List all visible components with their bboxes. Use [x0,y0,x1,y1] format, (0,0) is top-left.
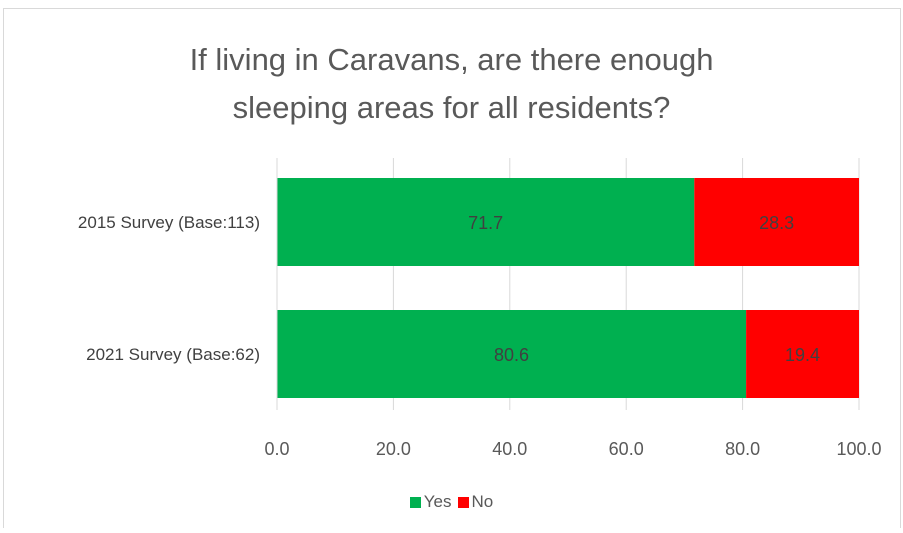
data-label: 28.3 [759,213,794,233]
data-label: 71.7 [468,213,503,233]
bar-no [694,178,859,266]
chart-frame [3,8,901,528]
legend-label: No [471,492,494,511]
chart-legend: Yes No [0,492,903,513]
chart-title: If living in Caravans, are there enough … [0,36,903,132]
category-label: 2021 Survey (Base:62) [86,345,260,364]
x-tick-label: 80.0 [725,439,760,459]
legend-label: Yes [423,492,452,511]
legend-item-yes: Yes [409,492,452,512]
x-tick-label: 60.0 [609,439,644,459]
data-label: 19.4 [785,345,820,365]
chart-title-text: If living in Caravans, are there enough … [189,42,714,125]
x-tick-label: 20.0 [376,439,411,459]
legend-swatch [409,496,421,508]
x-tick-label: 100.0 [836,439,881,459]
bar-yes [277,178,695,266]
bar-yes [277,310,747,398]
legend-item-no: No [457,492,494,512]
data-label: 80.6 [494,345,529,365]
bar-no [746,310,859,398]
x-tick-label: 40.0 [492,439,527,459]
category-label: 2015 Survey (Base:113) [78,213,260,232]
legend-swatch [457,496,469,508]
x-tick-label: 0.0 [264,439,289,459]
